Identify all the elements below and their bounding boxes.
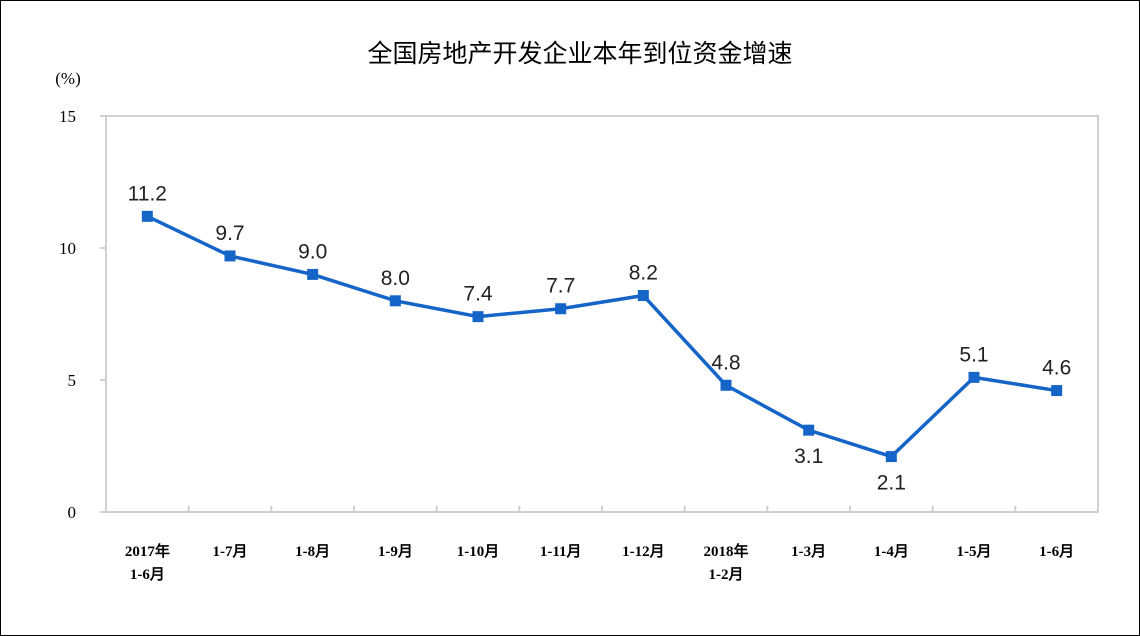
data-label: 4.8: [711, 351, 740, 374]
data-point-marker: [968, 371, 980, 383]
x-category-label: 1-7月: [213, 543, 248, 560]
data-point-marker: [555, 303, 567, 315]
data-point-marker: [389, 295, 401, 307]
data-label: 5.1: [959, 343, 988, 366]
y-tick-label: 15: [59, 107, 76, 126]
series-line: [146, 214, 1057, 459]
data-point-marker: [307, 268, 319, 280]
data-point-marker: [885, 451, 897, 463]
y-axis-unit-label: (%): [55, 69, 80, 88]
x-category-label: 1-10月: [457, 543, 500, 560]
x-category-label: 1-6月: [1039, 543, 1074, 560]
x-category-label: 1-11月: [540, 543, 582, 560]
data-point-marker: [803, 424, 815, 436]
x-category-label: 1-9月: [378, 543, 413, 560]
data-point-marker: [720, 379, 732, 391]
x-category-label: 1-4月: [874, 543, 909, 560]
series-markers: [141, 210, 1063, 463]
data-label: 7.4: [463, 283, 493, 306]
data-label: 9.0: [298, 240, 327, 263]
y-tick-label: 5: [68, 371, 77, 390]
x-category-label: 2018年: [703, 542, 748, 560]
y-tick-label: 10: [59, 239, 76, 258]
data-label: 8.0: [381, 267, 410, 290]
data-label: 11.2: [128, 182, 167, 205]
x-category-label: 1-8月: [295, 543, 330, 560]
data-label: 9.7: [215, 222, 244, 245]
y-axis: 0 5 10 15: [59, 107, 106, 522]
data-point-marker: [141, 210, 153, 222]
data-point-marker: [472, 311, 484, 323]
data-label: 4.6: [1042, 357, 1071, 380]
x-category-label: 1-12月: [622, 543, 665, 560]
x-category-label: 2017年: [125, 542, 170, 560]
data-label: 7.7: [546, 275, 575, 298]
x-category-label: 1-6月: [130, 566, 165, 583]
data-point-marker: [224, 250, 236, 262]
data-labels: 11.2 9.7 9.0 8.0 7.4 7.7 8.2 4.8 3.1 2.1 5.1 4.6: [128, 182, 1072, 494]
y-tick-label: 0: [68, 503, 77, 522]
x-axis: 2017年 1-6月 1-7月 1-8月 1-9月 1-10月 1-11月 1-12月 2018…: [125, 506, 1074, 583]
plot-area: [105, 115, 1099, 513]
data-point-marker: [1051, 385, 1063, 397]
data-label: 8.2: [629, 262, 658, 285]
chart-title: 全国房地产开发企业本年到位资金增速: [367, 39, 792, 68]
x-category-label: 1-3月: [791, 543, 826, 560]
data-point-marker: [637, 290, 649, 302]
x-category-label: 1-5月: [957, 543, 992, 560]
data-label: 2.1: [877, 472, 906, 495]
data-label: 3.1: [794, 445, 823, 468]
x-category-label: 1-2月: [709, 566, 744, 583]
